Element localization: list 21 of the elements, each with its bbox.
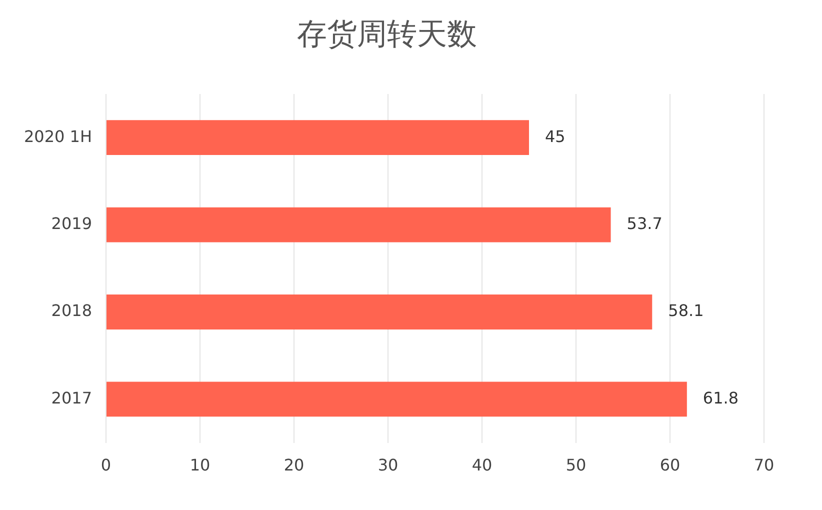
data-label: 58.1 [668,301,704,320]
x-tick-label: 10 [190,456,210,475]
data-label: 61.8 [702,388,739,408]
x-tick-label: 0 [100,456,112,475]
y-tick-label: 2017 [51,388,92,408]
x-tick-label: 70 [754,456,774,475]
data-label: 53.7 [626,214,662,233]
x-tick-label: 30 [378,456,398,475]
x-tick-label: 50 [566,456,586,475]
y-tick-label: 2020 1H [24,126,92,146]
bar [106,382,687,417]
chart-title: 存货周转天数 [297,16,477,52]
x-tick-label: 20 [284,456,304,475]
bar [106,207,611,242]
bar [106,120,530,156]
data-label: 45 [545,126,566,146]
y-tick-label: 2018 [51,301,92,320]
x-tick-label: 60 [660,456,680,475]
x-tick-label: 40 [472,456,492,475]
y-tick-label: 2019 [51,214,92,233]
bar [106,294,652,330]
